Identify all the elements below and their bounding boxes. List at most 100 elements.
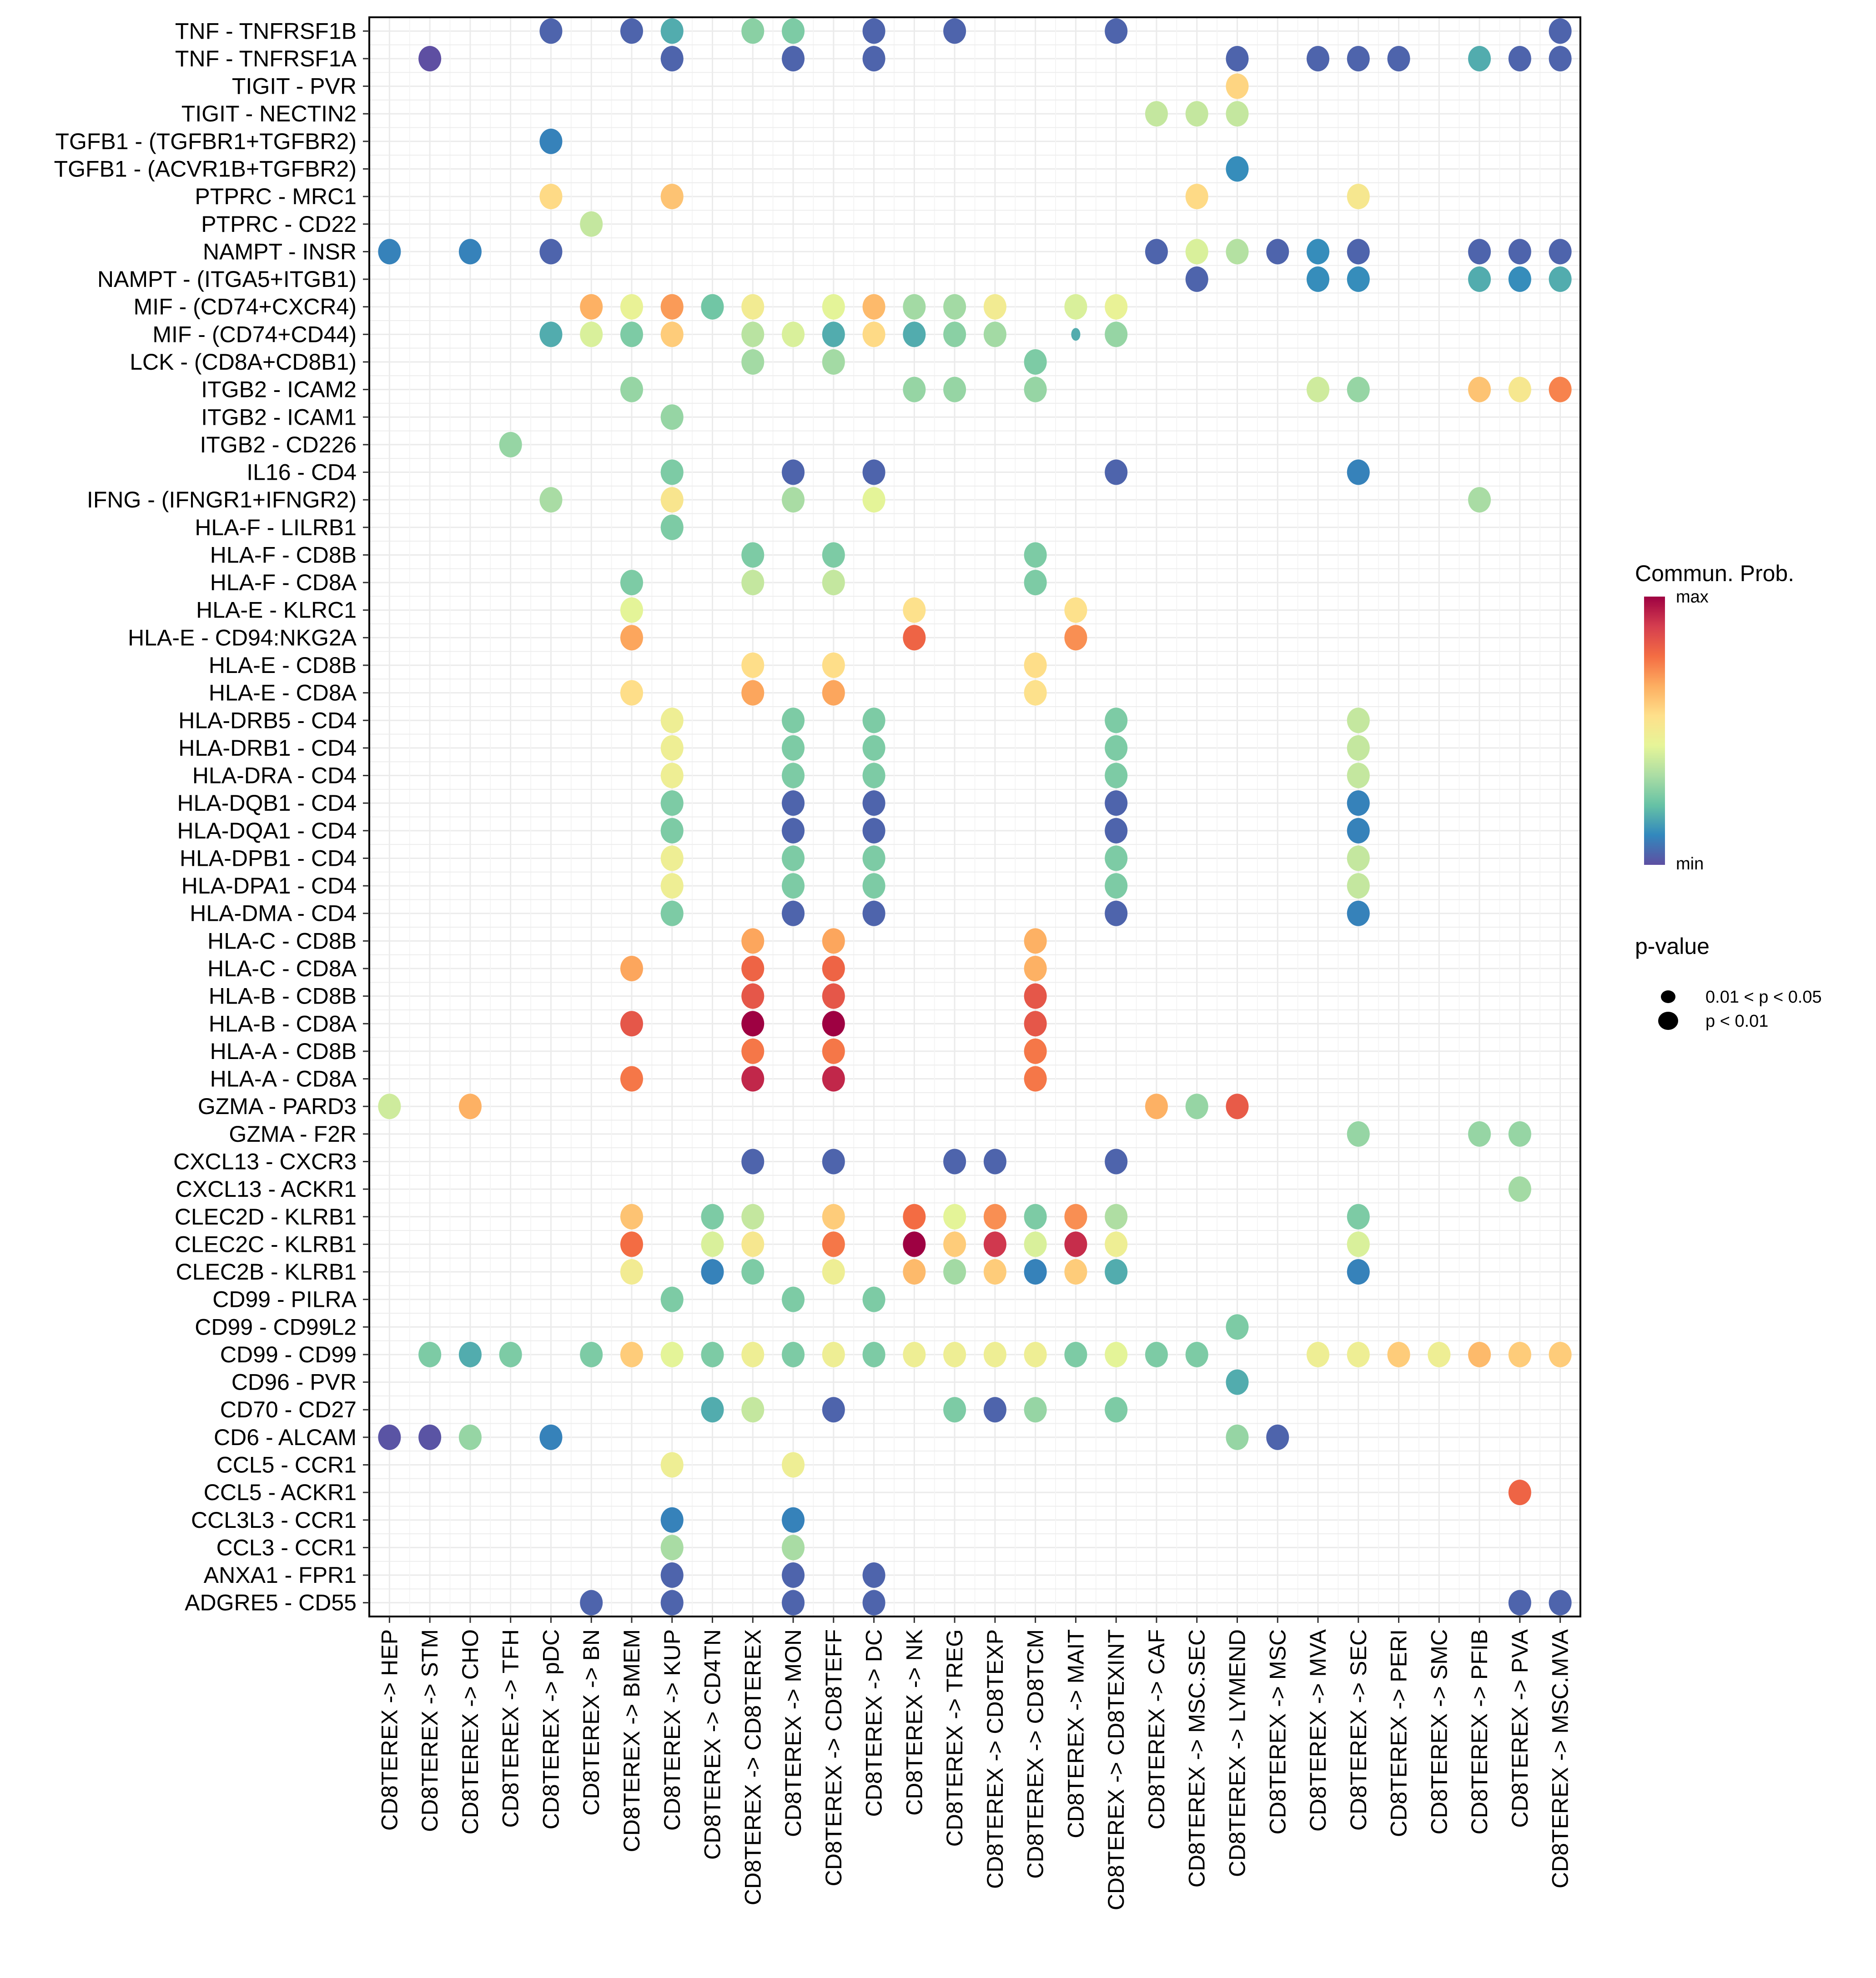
data-point	[1347, 266, 1370, 292]
data-point	[741, 1259, 764, 1285]
data-point	[943, 1149, 966, 1175]
data-point	[1024, 983, 1047, 1009]
data-point	[741, 1204, 764, 1230]
data-point	[862, 487, 885, 513]
data-point	[822, 1011, 845, 1037]
x-axis: CD8TEREX -> HEP CD8TEREX -> STM CD8TEREX -…	[377, 1617, 1573, 1910]
data-point	[1024, 1397, 1047, 1423]
data-point	[1549, 1341, 1572, 1367]
data-point	[741, 1011, 764, 1037]
data-point	[580, 1341, 603, 1367]
data-point	[862, 735, 885, 761]
data-point	[983, 1341, 1006, 1367]
data-point	[822, 1341, 845, 1367]
data-point	[741, 680, 764, 706]
x-tick-label: CD8TEREX -> KUP	[659, 1629, 685, 1831]
data-point	[458, 1094, 482, 1120]
data-point	[1549, 266, 1572, 292]
y-tick-label: CXCL13 - ACKR1	[176, 1176, 357, 1202]
x-tick-label: CD8TEREX -> CD4TN	[700, 1629, 725, 1860]
data-point	[539, 1424, 563, 1450]
data-point	[741, 321, 764, 347]
data-point	[539, 321, 563, 347]
data-point	[1024, 1011, 1047, 1037]
data-point	[983, 1259, 1006, 1285]
color-legend-bar	[1644, 597, 1665, 865]
data-point	[1185, 184, 1208, 210]
data-point	[943, 377, 966, 402]
data-point	[983, 1231, 1006, 1257]
y-tick-label: LCK - (CD8A+CD8B1)	[130, 349, 357, 375]
data-point	[458, 1341, 482, 1367]
data-point	[580, 1590, 603, 1616]
y-tick-label: HLA-F - CD8A	[210, 570, 357, 595]
x-tick-label: CD8TEREX -> CHO	[458, 1629, 483, 1834]
data-point	[660, 845, 684, 871]
y-tick-label: ITGB2 - ICAM1	[201, 404, 357, 430]
x-tick-label: CD8TEREX -> MAIT	[1063, 1629, 1088, 1838]
data-point	[620, 18, 643, 44]
y-tick-label: TIGIT - NECTIN2	[181, 101, 357, 126]
data-point	[1508, 377, 1531, 402]
data-point	[1024, 1231, 1047, 1257]
x-tick-label: CD8TEREX -> CD8TEXINT	[1103, 1629, 1129, 1910]
data-point	[539, 487, 563, 513]
data-point	[660, 1452, 684, 1478]
data-point	[620, 1231, 643, 1257]
data-point	[1307, 1341, 1330, 1367]
x-tick-label: CD8TEREX -> PVA	[1507, 1629, 1533, 1827]
data-point	[660, 1286, 684, 1312]
data-point	[1508, 239, 1531, 265]
data-point	[1549, 377, 1572, 402]
y-tick-label: HLA-DRB5 - CD4	[178, 708, 357, 733]
data-point	[1347, 1121, 1370, 1147]
data-point	[1024, 652, 1047, 678]
data-point	[1024, 1204, 1047, 1230]
data-point	[1064, 597, 1087, 623]
data-point	[1185, 266, 1208, 292]
data-point	[1185, 101, 1208, 127]
data-point	[822, 1259, 845, 1285]
data-point	[903, 377, 926, 402]
data-point	[822, 1231, 845, 1257]
y-tick-label: CCL5 - CCR1	[216, 1452, 357, 1477]
y-tick-label: CD99 - CD99L2	[195, 1314, 357, 1340]
data-point	[1185, 1341, 1208, 1367]
x-tick-label: CD8TEREX -> NK	[901, 1629, 927, 1816]
size-legend-small-dot	[1661, 990, 1675, 1003]
data-point	[1185, 1094, 1208, 1120]
data-point	[862, 845, 885, 871]
y-tick-label: ADGRE5 - CD55	[185, 1590, 357, 1616]
data-point	[660, 459, 684, 485]
data-point	[620, 321, 643, 347]
data-point	[782, 818, 805, 843]
data-point	[943, 1259, 966, 1285]
data-point	[862, 763, 885, 788]
data-point	[1347, 459, 1370, 485]
data-point	[1024, 377, 1047, 402]
data-point	[660, 900, 684, 926]
y-tick-label: PTPRC - MRC1	[195, 184, 357, 209]
data-point	[782, 1535, 805, 1561]
data-point	[822, 680, 845, 706]
data-point	[1387, 1341, 1410, 1367]
data-point	[1468, 1341, 1491, 1367]
x-tick-label: CD8TEREX -> PERI	[1386, 1629, 1412, 1837]
x-tick-label: CD8TEREX -> DC	[861, 1629, 887, 1817]
size-legend-large-label: p < 0.01	[1705, 1012, 1768, 1031]
data-point	[1508, 1341, 1531, 1367]
x-tick-label: CD8TEREX -> TFH	[498, 1629, 523, 1828]
data-point	[660, 1590, 684, 1616]
data-point	[782, 1562, 805, 1588]
data-point	[539, 18, 563, 44]
y-tick-label: CCL5 - ACKR1	[204, 1480, 357, 1505]
data-point	[1508, 1176, 1531, 1202]
data-point	[1064, 625, 1087, 651]
data-point	[1549, 1590, 1572, 1616]
data-point	[660, 873, 684, 899]
x-tick-label: CD8TEREX -> pDC	[538, 1629, 563, 1829]
y-tick-label: CLEC2D - KLRB1	[175, 1204, 357, 1230]
data-point	[660, 1535, 684, 1561]
data-point	[1347, 900, 1370, 926]
data-point	[1105, 18, 1128, 44]
